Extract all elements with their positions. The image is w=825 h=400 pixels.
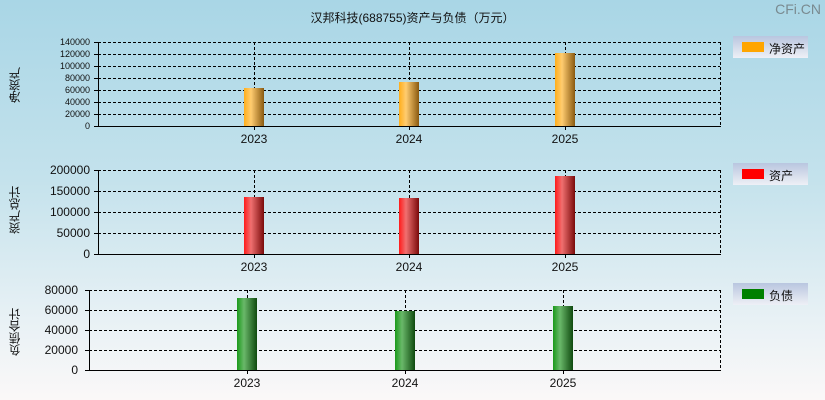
x-tick: 2023 xyxy=(233,376,261,390)
y-tick: 140000 xyxy=(59,37,90,47)
legend-swatch-red xyxy=(742,169,764,179)
legend-label: 负债 xyxy=(769,289,794,303)
x-tick: 2023 xyxy=(240,132,268,146)
y-tick: 60000 xyxy=(64,85,90,95)
y-tick: 100000 xyxy=(59,61,90,71)
legend-label: 净资产 xyxy=(769,42,806,56)
legend-swatch-orange xyxy=(742,42,764,52)
y-tick: 20000 xyxy=(64,109,90,119)
legend-assets: 资产 xyxy=(733,163,808,185)
bar-2023 xyxy=(244,88,264,126)
y-tick: 40000 xyxy=(64,97,90,107)
legend-liabilities: 负债 xyxy=(733,283,808,305)
y-tick: 0 xyxy=(84,121,90,131)
y-tick: 150000 xyxy=(49,184,90,198)
y-tick: 0 xyxy=(83,247,90,261)
y-tick: 40000 xyxy=(44,323,78,337)
bar-2025 xyxy=(553,306,573,370)
y-tick: 20000 xyxy=(44,343,78,357)
legend-label: 资产 xyxy=(769,169,794,183)
bar-2025 xyxy=(555,176,575,254)
x-tick: 2025 xyxy=(551,260,579,274)
bar-2024 xyxy=(399,198,419,254)
bar-2023 xyxy=(244,197,264,254)
y-tick: 60000 xyxy=(44,303,78,317)
x-tick: 2025 xyxy=(549,376,577,390)
x-tick: 2024 xyxy=(395,132,423,146)
bar-2024 xyxy=(399,82,419,126)
y-tick: 80000 xyxy=(44,283,78,297)
y-tick: 200000 xyxy=(49,163,90,177)
x-tick: 2024 xyxy=(395,260,423,274)
y-tick: 0 xyxy=(71,363,78,377)
chart-title: 汉邦科技(688755)资产与负债（万元） xyxy=(310,11,515,25)
x-tick: 2025 xyxy=(551,132,579,146)
y-tick: 100000 xyxy=(49,205,90,219)
y-tick: 80000 xyxy=(64,73,90,83)
x-tick: 2023 xyxy=(240,260,268,274)
y-tick: 120000 xyxy=(59,49,90,59)
x-tick: 2024 xyxy=(391,376,419,390)
bar-2023 xyxy=(237,298,257,370)
bar-2024 xyxy=(395,311,415,370)
bar-2025 xyxy=(555,53,575,126)
legend-net-assets: 净资产 xyxy=(733,36,808,58)
legend-swatch-green xyxy=(742,289,764,299)
watermark-logo: CFi.CN xyxy=(775,1,821,17)
y-tick: 50000 xyxy=(56,226,90,240)
